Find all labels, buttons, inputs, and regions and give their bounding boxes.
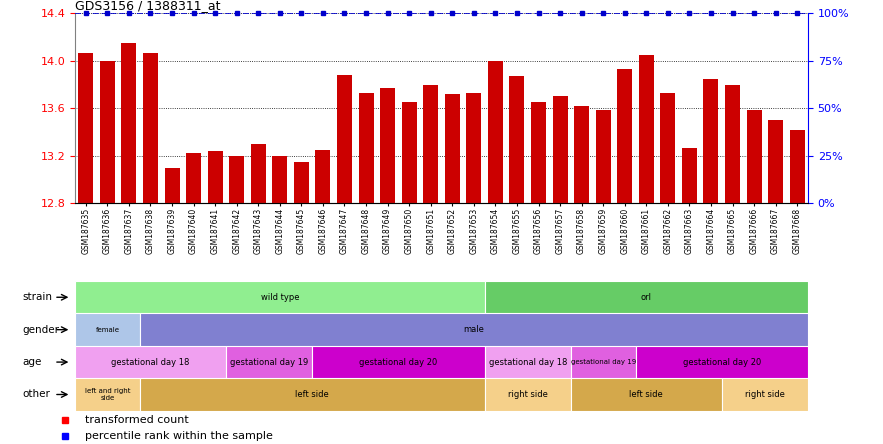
Bar: [746, 110, 762, 203]
Bar: [186, 154, 201, 203]
Text: GDS3156 / 1388311_at: GDS3156 / 1388311_at: [75, 0, 221, 12]
Bar: [315, 150, 330, 203]
Text: gender: gender: [23, 325, 59, 335]
Bar: [485, 378, 570, 411]
Text: gestational day 20: gestational day 20: [359, 357, 437, 367]
Bar: [423, 84, 438, 203]
Bar: [487, 61, 503, 203]
Text: age: age: [23, 357, 42, 367]
Bar: [402, 103, 417, 203]
Bar: [121, 43, 137, 203]
Bar: [789, 130, 804, 203]
Text: gestational day 20: gestational day 20: [683, 357, 761, 367]
Bar: [574, 106, 589, 203]
Text: left side: left side: [295, 390, 329, 399]
Text: left and right
side: left and right side: [85, 388, 130, 401]
Bar: [725, 84, 740, 203]
Text: wild type: wild type: [260, 293, 299, 302]
Bar: [358, 93, 374, 203]
Bar: [75, 281, 485, 313]
Text: percentile rank within the sample: percentile rank within the sample: [85, 431, 273, 441]
Bar: [140, 378, 485, 411]
Bar: [337, 75, 352, 203]
Text: female: female: [95, 327, 119, 333]
Bar: [75, 313, 140, 346]
Bar: [313, 346, 485, 378]
Text: strain: strain: [23, 292, 52, 302]
Bar: [100, 61, 115, 203]
Bar: [75, 346, 226, 378]
Bar: [509, 76, 525, 203]
Text: gestational day 19: gestational day 19: [570, 359, 636, 365]
Bar: [636, 346, 808, 378]
Bar: [466, 93, 481, 203]
Bar: [617, 69, 632, 203]
Bar: [380, 88, 396, 203]
Text: gestational day 18: gestational day 18: [488, 357, 567, 367]
Bar: [230, 156, 245, 203]
Text: left side: left side: [630, 390, 663, 399]
Text: right side: right side: [508, 390, 547, 399]
Bar: [704, 79, 719, 203]
Bar: [445, 94, 460, 203]
Bar: [226, 346, 313, 378]
Bar: [638, 55, 653, 203]
Bar: [79, 52, 94, 203]
Text: right side: right side: [745, 390, 785, 399]
Text: transformed count: transformed count: [85, 415, 189, 425]
Bar: [660, 93, 675, 203]
Text: gestational day 19: gestational day 19: [230, 357, 308, 367]
Bar: [164, 168, 179, 203]
Text: other: other: [23, 389, 50, 400]
Bar: [485, 281, 808, 313]
Bar: [570, 346, 636, 378]
Bar: [596, 110, 611, 203]
Bar: [721, 378, 808, 411]
Bar: [251, 144, 266, 203]
Bar: [531, 103, 546, 203]
Bar: [553, 96, 568, 203]
Bar: [570, 378, 721, 411]
Bar: [208, 151, 223, 203]
Bar: [768, 120, 783, 203]
Text: male: male: [464, 325, 484, 334]
Bar: [143, 52, 158, 203]
Bar: [682, 147, 697, 203]
Text: gestational day 18: gestational day 18: [111, 357, 190, 367]
Bar: [485, 346, 570, 378]
Bar: [272, 156, 287, 203]
Text: orl: orl: [641, 293, 652, 302]
Bar: [75, 378, 140, 411]
Bar: [294, 162, 309, 203]
